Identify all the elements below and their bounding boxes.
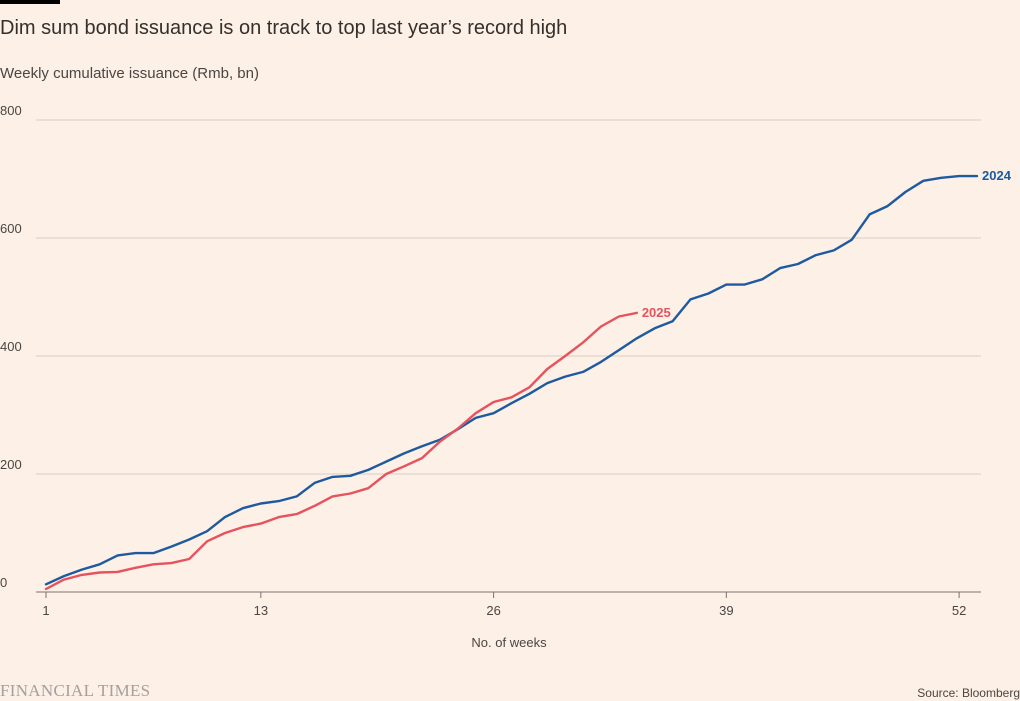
x-tick-label: 52 [952,603,966,618]
series-line-2025 [44,311,638,591]
y-tick-label: 400 [0,339,22,354]
x-tick-label: 1 [42,603,49,618]
chart-subtitle: Weekly cumulative issuance (Rmb, bn) [0,65,259,82]
ft-logo: FINANCIAL TIMES [0,681,151,700]
y-tick-label: 0 [0,575,7,590]
ft-top-bar [0,0,60,4]
source-note: Source: Bloomberg [917,686,1020,700]
x-axis-label: No. of weeks [471,635,547,650]
y-tick-label: 800 [0,103,22,118]
series-labels: 2024 2025 [642,168,1012,320]
gridlines [36,119,981,593]
series-label-2025: 2025 [642,305,671,320]
series-line-2024 [44,174,979,586]
axes: 0 200 400 600 800 1 13 26 39 52 No. of weeks [0,103,966,650]
y-tick-label: 600 [0,221,22,236]
x-tick-label: 13 [254,603,268,618]
x-tick-label: 26 [486,603,500,618]
y-tick-label: 200 [0,457,22,472]
x-tick-label: 39 [719,603,733,618]
series-label-2024: 2024 [982,168,1012,183]
series-lines [44,174,979,591]
chart-title: Dim sum bond issuance is on track to top… [0,17,568,39]
